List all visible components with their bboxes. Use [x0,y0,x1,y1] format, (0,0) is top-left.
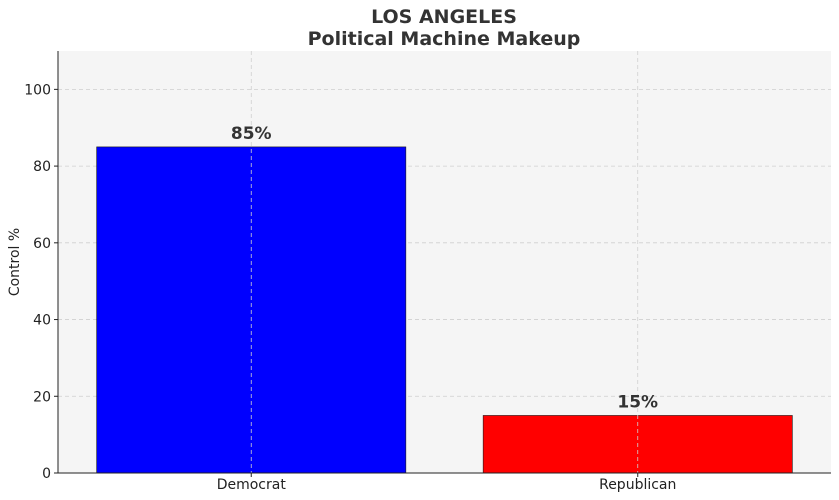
data-label: 15% [617,392,658,412]
bars [96,51,793,474]
data-label: 85% [231,124,272,144]
labels: 0 20 40 60 80 100 Democrat 85% Republican 15% [24,82,676,493]
y-tick-label: 0 [42,466,51,482]
axes [54,51,831,477]
chart-subtitle: Political Machine Makeup [308,28,581,50]
y-tick-label: 60 [33,236,51,252]
y-axis-label: Control % [7,228,23,296]
x-tick-label: Republican [599,477,676,493]
y-tick-label: 40 [33,313,51,329]
y-tick-label: 100 [24,82,51,98]
y-tick-label: 80 [33,159,51,175]
x-tick-label: Democrat [217,477,287,493]
y-tick-label: 20 [33,389,51,405]
chart-title: LOS ANGELES [371,6,517,28]
